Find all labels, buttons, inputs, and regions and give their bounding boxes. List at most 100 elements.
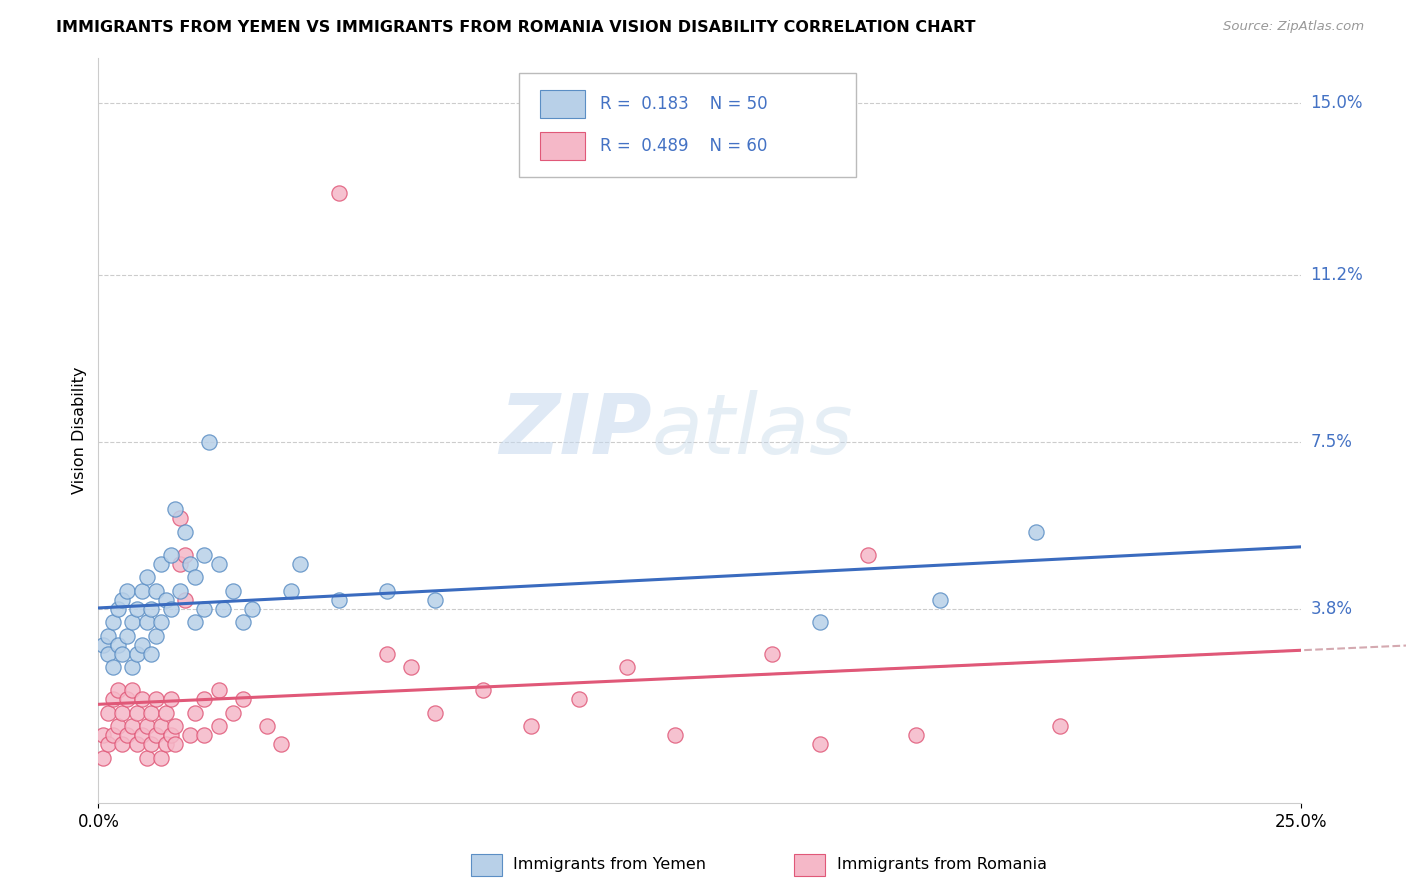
Point <box>212 601 235 615</box>
Point <box>165 502 187 516</box>
Point <box>101 728 124 742</box>
Point <box>111 737 134 751</box>
Text: 15.0%: 15.0% <box>1310 95 1362 112</box>
Point <box>423 706 446 720</box>
Point <box>101 615 124 630</box>
Point <box>169 511 191 525</box>
Point <box>179 557 201 571</box>
FancyBboxPatch shape <box>540 90 585 119</box>
Point <box>135 719 157 733</box>
Point <box>149 615 172 630</box>
FancyBboxPatch shape <box>519 73 856 178</box>
Point <box>183 570 205 584</box>
Point <box>111 706 134 720</box>
Text: R =  0.489    N = 60: R = 0.489 N = 60 <box>600 136 768 155</box>
Text: ZIP: ZIP <box>499 390 651 471</box>
Point <box>520 719 543 733</box>
Point <box>125 706 148 720</box>
Point <box>107 638 129 652</box>
Point <box>808 615 831 630</box>
Text: IMMIGRANTS FROM YEMEN VS IMMIGRANTS FROM ROMANIA VISION DISABILITY CORRELATION C: IMMIGRANTS FROM YEMEN VS IMMIGRANTS FROM… <box>56 20 976 35</box>
Point <box>131 728 153 742</box>
Point <box>159 548 181 562</box>
Point <box>131 638 153 652</box>
Point <box>117 583 139 598</box>
Point <box>232 615 254 630</box>
Point <box>183 615 205 630</box>
Point <box>131 692 153 706</box>
Point <box>472 682 495 697</box>
Point <box>91 638 114 652</box>
Point <box>169 583 191 598</box>
Point <box>111 647 134 661</box>
Point <box>121 719 143 733</box>
Text: atlas: atlas <box>651 390 853 471</box>
Point <box>1025 524 1047 539</box>
Point <box>107 682 129 697</box>
Point <box>159 601 181 615</box>
Point <box>904 728 927 742</box>
Text: 7.5%: 7.5% <box>1310 433 1353 450</box>
Point <box>111 592 134 607</box>
Point <box>174 548 197 562</box>
Point <box>856 548 879 562</box>
Text: Immigrants from Romania: Immigrants from Romania <box>837 857 1046 872</box>
Point <box>117 629 139 643</box>
Point <box>141 601 163 615</box>
Point <box>222 706 245 720</box>
Point <box>208 719 231 733</box>
Point <box>174 592 197 607</box>
Point <box>664 728 686 742</box>
Point <box>808 737 831 751</box>
Point <box>232 692 254 706</box>
Point <box>165 737 187 751</box>
Point <box>290 557 312 571</box>
Point <box>568 692 591 706</box>
FancyBboxPatch shape <box>540 132 585 160</box>
Point <box>135 570 157 584</box>
Point <box>193 728 215 742</box>
Point <box>97 706 120 720</box>
Point <box>141 737 163 751</box>
Point <box>1049 719 1071 733</box>
Point <box>145 629 167 643</box>
Point <box>159 728 181 742</box>
Point <box>145 692 167 706</box>
Point <box>193 692 215 706</box>
Point <box>222 583 245 598</box>
Point <box>101 692 124 706</box>
Point <box>91 728 114 742</box>
Point <box>270 737 292 751</box>
Point <box>121 682 143 697</box>
Point <box>117 728 139 742</box>
Point <box>107 601 129 615</box>
Point <box>423 592 446 607</box>
Point <box>141 647 163 661</box>
Point <box>125 737 148 751</box>
Point <box>97 629 120 643</box>
Point <box>198 434 221 449</box>
Point <box>155 706 177 720</box>
Point <box>125 647 148 661</box>
Text: 11.2%: 11.2% <box>1310 266 1362 284</box>
Point <box>135 615 157 630</box>
Point <box>149 557 172 571</box>
Point <box>91 750 114 764</box>
Point <box>121 615 143 630</box>
Point <box>159 692 181 706</box>
Point <box>375 647 398 661</box>
Point <box>155 592 177 607</box>
Point <box>145 583 167 598</box>
Point <box>761 647 783 661</box>
Point <box>131 583 153 598</box>
Point <box>179 728 201 742</box>
Point <box>183 706 205 720</box>
Point <box>193 601 215 615</box>
Point <box>928 592 950 607</box>
Point <box>240 601 263 615</box>
Point <box>145 728 167 742</box>
Point <box>149 719 172 733</box>
Point <box>97 647 120 661</box>
Point <box>121 660 143 674</box>
Point <box>155 737 177 751</box>
